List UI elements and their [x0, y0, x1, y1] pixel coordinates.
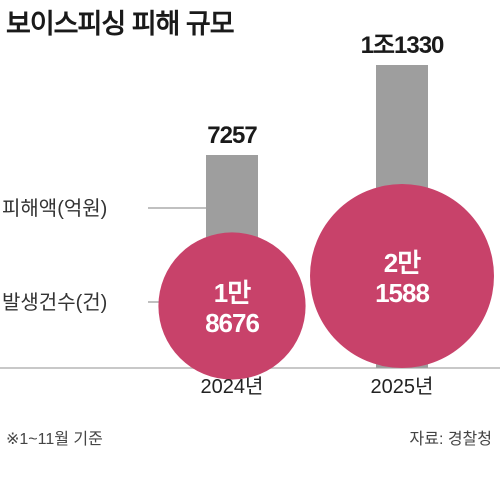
source-note: 자료: 경찰청	[409, 431, 493, 448]
series-label-count: 발생건수(건)	[2, 291, 107, 314]
series-label-amount: 피해액(억원)	[2, 197, 107, 220]
bubble-count-1	[310, 184, 494, 368]
footnote: ※1~11월 기준	[6, 431, 103, 448]
bubble-value-label-1-line2: 1588	[375, 278, 429, 308]
bubble-count-0	[158, 232, 306, 380]
bar-value-label-0: 7257	[207, 122, 257, 149]
category-label-1: 2025년	[371, 375, 434, 398]
bubble-value-label-0-line1: 1만	[214, 278, 251, 308]
bubble-value-label-0-line2: 8676	[205, 308, 259, 338]
bubble-value-label-1-line1: 2만	[384, 248, 421, 278]
bar-value-label-1: 1조1330	[361, 32, 444, 59]
category-label-0: 2024년	[201, 375, 264, 398]
chart-title: 보이스피싱 피해 규모	[6, 9, 235, 39]
